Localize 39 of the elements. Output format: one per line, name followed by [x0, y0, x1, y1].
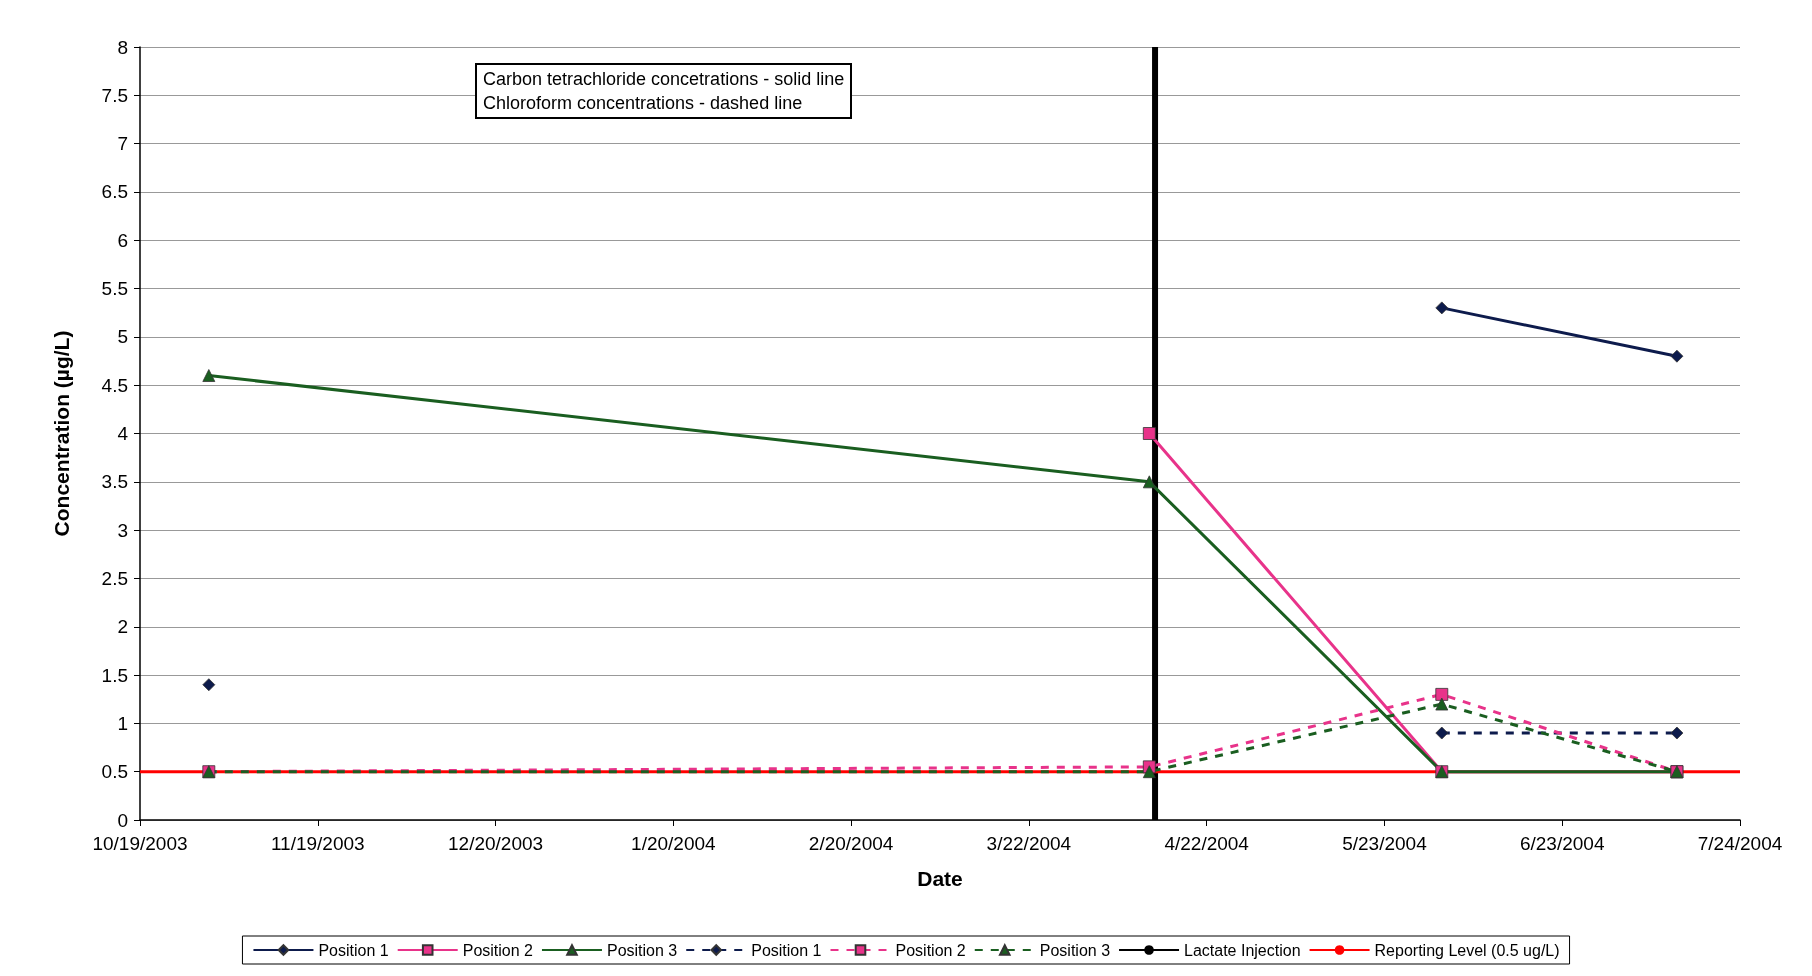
legend-label: Lactate Injection [1184, 941, 1301, 959]
legend-label: Position 2 [895, 941, 966, 959]
y-tick-label: 3 [117, 519, 128, 541]
y-tick-label: 1 [117, 712, 128, 734]
y-tick-label: 0.5 [101, 761, 128, 783]
y-tick-label: 0 [117, 809, 128, 831]
y-tick-label: 2 [117, 616, 128, 638]
y-tick-label: 5 [117, 326, 128, 348]
y-tick-label: 2.5 [101, 567, 128, 589]
legend-label: Position 1 [318, 941, 389, 959]
x-tick-label: 4/22/2004 [1164, 833, 1250, 854]
x-tick-label: 6/23/2004 [1519, 833, 1605, 854]
x-tick-label: 11/19/2003 [270, 833, 365, 854]
x-tick-label: 3/22/2004 [986, 833, 1072, 854]
x-tick-label: 12/20/2003 [448, 833, 544, 854]
x-tick-label: 7/24/2004 [1697, 833, 1783, 854]
x-tick-label: 2/20/2004 [808, 833, 894, 854]
legend-label: Position 1 [751, 941, 822, 959]
y-tick-label: 6.5 [101, 181, 128, 203]
annotation: Carbon tetrachloride concetrations - solid line [483, 68, 845, 91]
y-tick-label: 4.5 [101, 374, 128, 396]
y-tick-label: 5.5 [101, 278, 128, 300]
legend-label: Position 3 [1039, 941, 1111, 959]
legend-label: Position 2 [462, 941, 534, 959]
y-tick-label: 6 [117, 229, 128, 251]
legend-label: Reporting Level (0.5 ug/L) [1374, 941, 1560, 959]
legend-label: Position 3 [606, 941, 678, 959]
x-axis-title: Date [917, 867, 963, 890]
x-tick-label: 10/19/2003 [92, 833, 188, 854]
x-tick-label: 5/23/2004 [1342, 833, 1428, 854]
y-tick-label: 3.5 [101, 471, 128, 493]
y-tick-label: 1.5 [101, 664, 128, 686]
x-tick-label: 1/20/2004 [631, 833, 717, 854]
y-tick-label: 8 [117, 36, 128, 58]
annotation: Chloroform concentrations - dashed line [483, 92, 804, 115]
y-axis-title: Concentration (µg/L) [50, 330, 73, 537]
y-tick-label: 7 [117, 133, 128, 155]
y-tick-label: 4 [117, 423, 129, 444]
y-tick-label: 7.5 [101, 84, 128, 106]
